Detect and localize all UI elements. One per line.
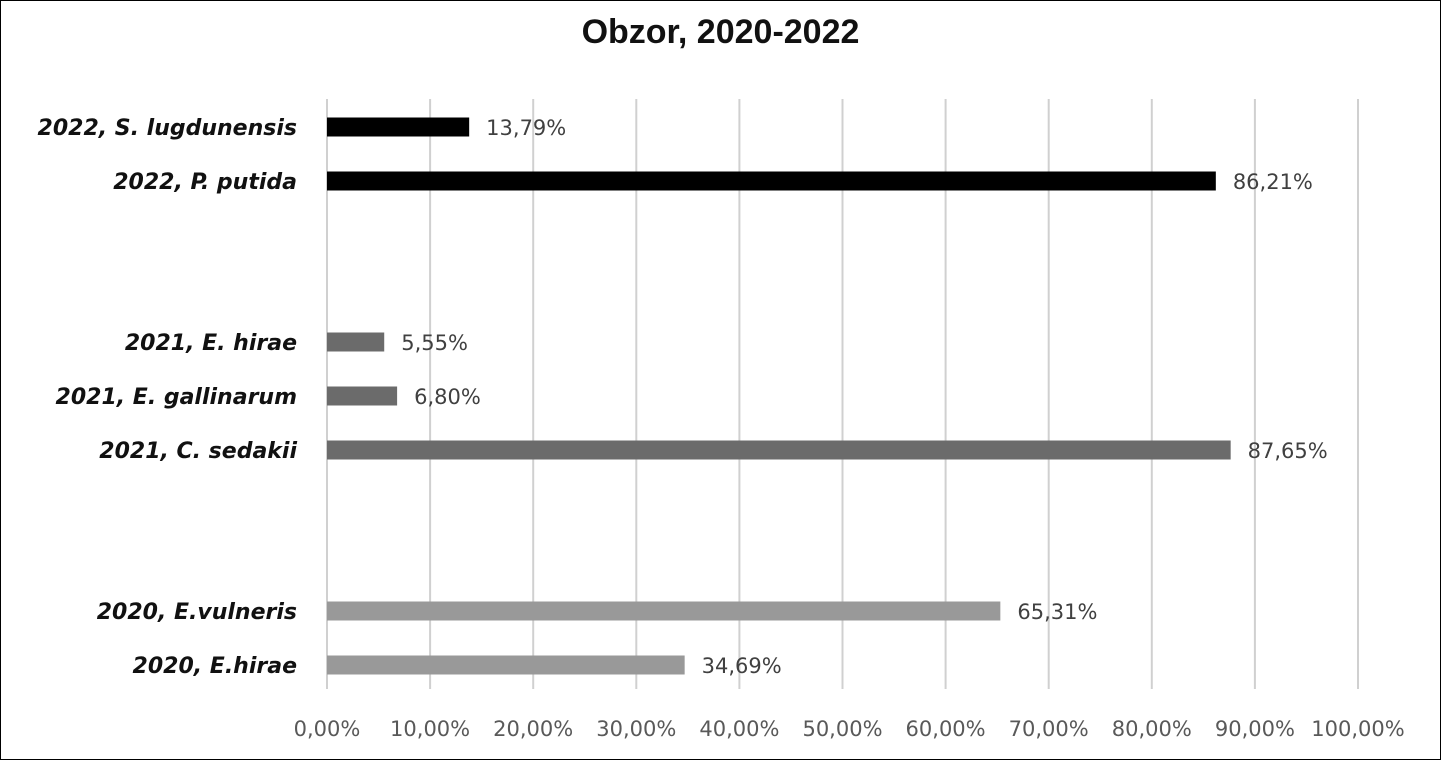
data-label: 5,55%	[401, 331, 468, 355]
category-label: 2022, P. putida	[113, 170, 297, 195]
bar	[327, 440, 1231, 460]
x-tick-label: 80,00%	[1112, 717, 1192, 741]
x-tick-label: 40,00%	[699, 717, 779, 741]
bar	[327, 601, 1001, 621]
data-label: 86,21%	[1233, 170, 1313, 194]
bar	[327, 117, 470, 137]
x-tick-label: 100,00%	[1311, 717, 1404, 741]
category-label: 2020, E.hirae	[133, 654, 298, 679]
bar	[327, 171, 1216, 191]
x-tick-label: 90,00%	[1215, 717, 1295, 741]
category-label: 2022, S. lugdunensis	[38, 116, 297, 141]
x-tick-label: 70,00%	[1009, 717, 1089, 741]
bar	[327, 386, 398, 406]
x-tick-label: 30,00%	[596, 717, 676, 741]
x-tick-label: 60,00%	[906, 717, 986, 741]
x-tick-label: 0,00%	[294, 717, 361, 741]
data-label: 34,69%	[702, 654, 782, 678]
data-label: 13,79%	[486, 116, 566, 140]
bar	[327, 332, 385, 352]
x-tick-label: 10,00%	[390, 717, 470, 741]
data-label: 6,80%	[414, 385, 481, 409]
data-label: 87,65%	[1248, 439, 1328, 463]
category-label: 2021, C. sedakii	[99, 439, 297, 464]
x-tick-label: 20,00%	[493, 717, 573, 741]
category-label: 2021, E. hirae	[125, 331, 297, 356]
chart-title: Obzor, 2020-2022	[581, 13, 860, 51]
data-label: 65,31%	[1017, 600, 1097, 624]
category-label: 2021, E. gallinarum	[56, 385, 297, 410]
category-label: 2020, E.vulneris	[97, 600, 297, 625]
x-tick-label: 50,00%	[802, 717, 882, 741]
bar	[327, 655, 685, 675]
